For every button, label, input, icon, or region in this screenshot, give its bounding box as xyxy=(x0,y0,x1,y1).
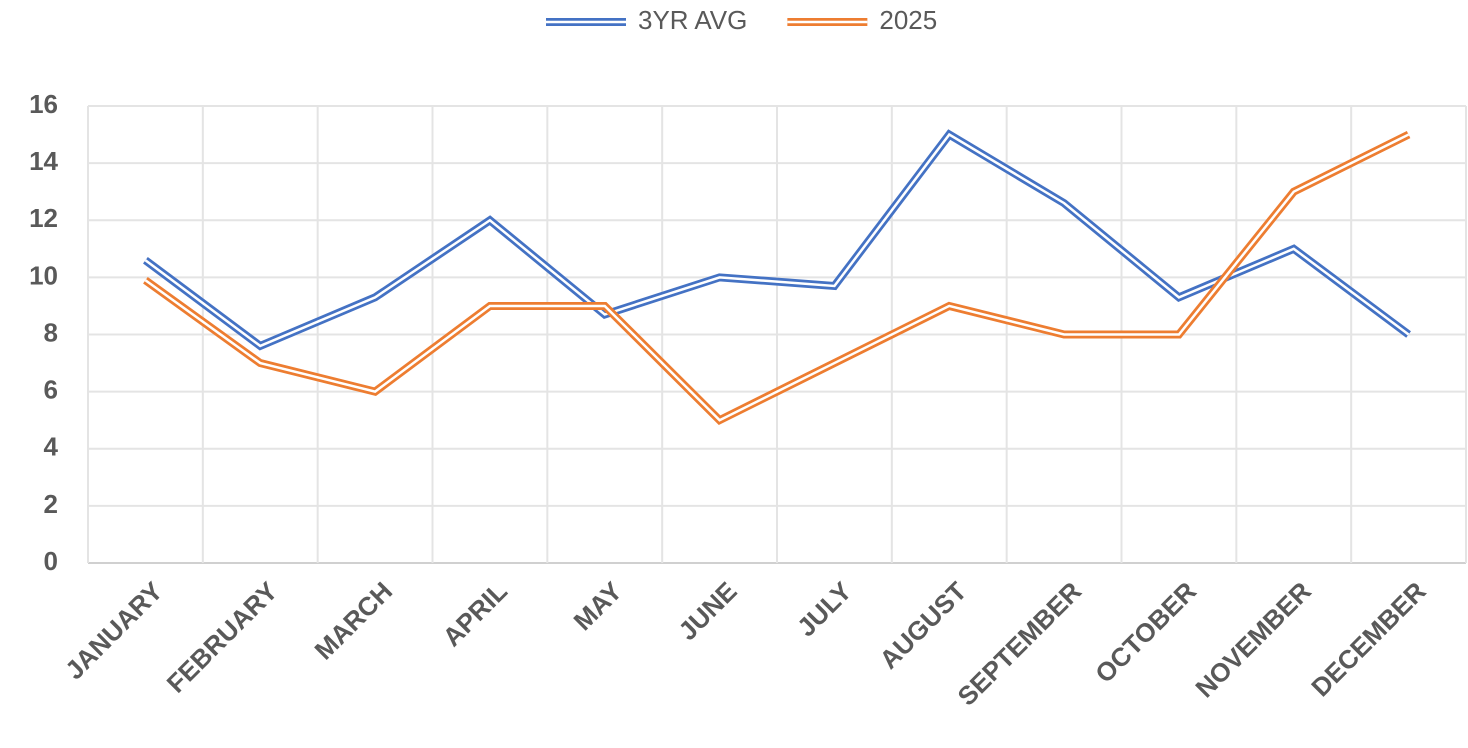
x-tick-label: JULY xyxy=(791,576,858,643)
x-tick-label: FEBRUARY xyxy=(161,576,284,699)
y-tick-label: 0 xyxy=(44,546,58,576)
series-line-inner xyxy=(144,133,1410,422)
x-tick-label: AUGUST xyxy=(874,576,973,675)
y-tick-label: 16 xyxy=(29,89,58,119)
x-tick-label: DECEMBER xyxy=(1305,576,1432,703)
x-tick-label: JANUARY xyxy=(59,576,168,685)
series-line-inner xyxy=(144,132,1410,348)
x-tick-label: MARCH xyxy=(309,576,399,666)
y-tick-label: 8 xyxy=(44,317,58,347)
x-tick-label: JUNE xyxy=(672,576,742,646)
legend-label: 2025 xyxy=(879,5,937,35)
x-tick-label: NOVEMBER xyxy=(1189,576,1317,704)
x-tick-label: APRIL xyxy=(437,576,513,652)
legend-label: 3YR AVG xyxy=(638,5,747,35)
y-tick-label: 2 xyxy=(44,489,58,519)
y-tick-label: 12 xyxy=(29,203,58,233)
y-tick-label: 10 xyxy=(29,260,58,290)
y-tick-label: 14 xyxy=(29,146,58,176)
y-tick-label: 6 xyxy=(44,375,58,405)
x-tick-label: SEPTEMBER xyxy=(952,576,1088,712)
x-tick-label: MAY xyxy=(567,576,627,636)
x-tick-label: OCTOBER xyxy=(1089,576,1202,689)
y-tick-label: 4 xyxy=(44,432,59,462)
